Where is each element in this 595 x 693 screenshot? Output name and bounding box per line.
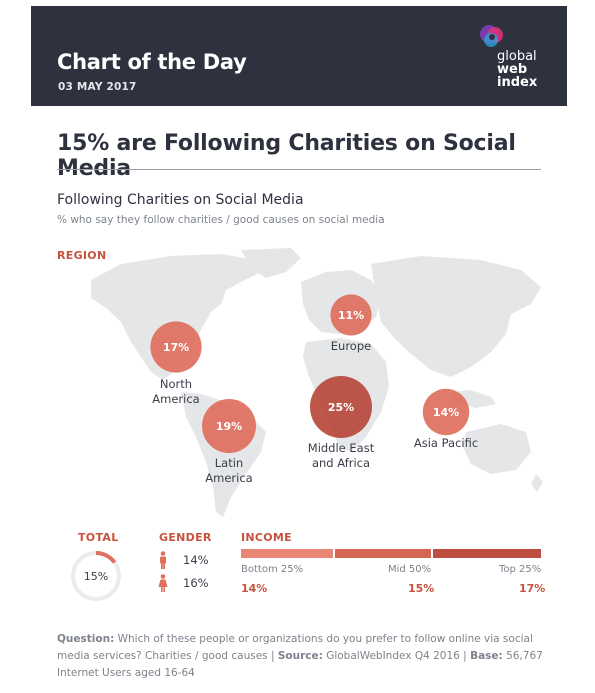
chart-title: Following Charities on Social Media [57, 192, 304, 208]
region-label-asia-pacific: Asia Pacific [414, 436, 478, 450]
income-bar-top [433, 549, 541, 558]
base-label: Base: [470, 650, 503, 662]
total-ring: 15% [71, 551, 121, 601]
total-value: 15% [84, 570, 108, 583]
income-label-bottom: Bottom 25% [241, 564, 304, 575]
total-heading: TOTAL [78, 531, 119, 544]
question-text: Which of these people or organizations d… [57, 633, 533, 662]
region-heading: REGION [57, 249, 107, 262]
region-label-middle-east-and-africa: Middle East [308, 441, 375, 455]
header-date: 03 MAY 2017 [58, 81, 137, 93]
gender-male-value: 14% [183, 553, 209, 567]
chart-description: % who say they follow charities / good c… [57, 214, 385, 226]
income-value-mid: 15% [408, 582, 435, 595]
gender-female-value: 16% [183, 576, 209, 590]
male-icon [160, 551, 166, 569]
bubble-asia-pacific [422, 388, 470, 436]
region-label-europe: Europe [331, 339, 371, 353]
income-label-mid: Mid 50% [388, 564, 432, 575]
region-label-north-america: North [160, 377, 192, 391]
infographic: Chart of the Day 03 MAY 2017 global web … [31, 6, 567, 690]
bubble-north-america [150, 321, 202, 373]
income-heading: INCOME [241, 531, 292, 544]
bubble-value-north-america: 17% [163, 341, 189, 354]
income-bar-bottom [241, 549, 333, 558]
footer-notes: Question: Which of these people or organ… [57, 633, 543, 679]
question-label: Question: [57, 633, 115, 645]
income-label-top: Top 25% [499, 564, 542, 575]
bubble-europe [330, 294, 372, 336]
region-label-latin-america: Latin [215, 456, 243, 470]
bubble-middle-east-and-africa [310, 376, 372, 438]
bubble-value-europe: 11% [338, 309, 364, 322]
income-bar-mid [335, 549, 431, 558]
total-ring-arc [95, 551, 117, 564]
world-map-landmass [91, 248, 543, 517]
page-title: 15% are Following Charities on Social Me… [57, 131, 516, 181]
globalwebindex-logo: global web index [477, 22, 553, 94]
bubble-value-latin-america: 19% [216, 420, 242, 433]
bubble-value-middle-east-and-africa: 25% [328, 401, 354, 414]
region-label-middle-east-and-africa: and Africa [312, 456, 370, 470]
region-bubbles: 17%NorthAmerica19%LatinAmerica11%Europe2… [150, 294, 478, 485]
female-icon [158, 574, 168, 592]
base-text: 56,767 Internet Users aged 16-64 [57, 650, 543, 679]
region-label-latin-america: America [205, 471, 252, 485]
bubble-value-asia-pacific: 14% [433, 406, 459, 419]
income-value-top: 17% [519, 582, 546, 595]
source-text: GlobalWebIndex Q4 2016 [322, 650, 460, 662]
gender-heading: GENDER [159, 531, 212, 544]
logo-wordmark: global web index [497, 49, 538, 90]
divider [57, 169, 541, 170]
header-banner: Chart of the Day 03 MAY 2017 global web … [31, 6, 567, 106]
income-value-bottom: 14% [241, 582, 268, 595]
source-label: Source: [277, 650, 323, 662]
bubble-latin-america [202, 399, 256, 453]
logo-circles-icon [480, 25, 503, 47]
region-label-north-america: America [152, 392, 199, 406]
world-map: 17%NorthAmerica19%LatinAmerica11%Europe2… [91, 248, 543, 517]
header-title: Chart of the Day [57, 50, 247, 74]
